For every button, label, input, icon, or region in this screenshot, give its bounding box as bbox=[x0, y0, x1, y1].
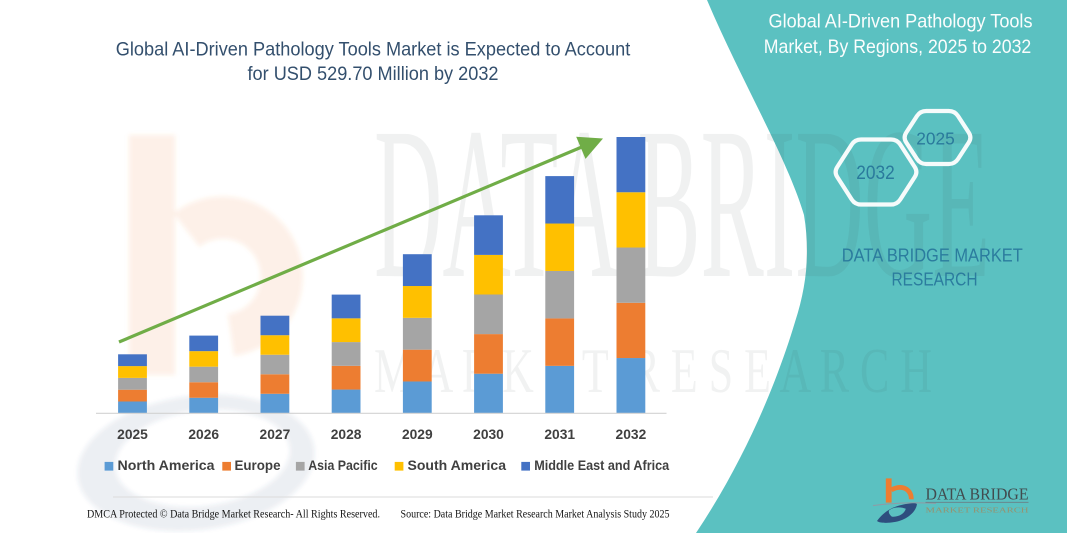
svg-text:RESEARCH: RESEARCH bbox=[892, 270, 978, 290]
svg-text:2027: 2027 bbox=[260, 427, 291, 442]
svg-text:MARKET RESEARCH: MARKET RESEARCH bbox=[926, 507, 1029, 515]
svg-text:2030: 2030 bbox=[473, 427, 504, 442]
svg-text:2025: 2025 bbox=[916, 129, 955, 149]
svg-text:2029: 2029 bbox=[402, 427, 433, 442]
svg-text:2026: 2026 bbox=[188, 427, 219, 442]
svg-text:DATA BRIDGE: DATA BRIDGE bbox=[926, 485, 1029, 504]
svg-text:2028: 2028 bbox=[331, 427, 362, 442]
svg-text:2032: 2032 bbox=[616, 427, 647, 442]
svg-text:2025: 2025 bbox=[117, 427, 148, 442]
svg-text:Source: Data Bridge Market Res: Source: Data Bridge Market Research Mark… bbox=[401, 509, 670, 521]
svg-text:North America: North America bbox=[118, 458, 215, 473]
svg-text:DATA BRIDGE MARKET: DATA BRIDGE MARKET bbox=[842, 246, 1023, 266]
svg-text:South America: South America bbox=[408, 458, 507, 473]
svg-text:M A R K E T R E S E A R C H: M A R K E T R E S E A R C H bbox=[374, 335, 932, 406]
svg-text:Europe: Europe bbox=[235, 458, 281, 473]
svg-text:Asia Pacific: Asia Pacific bbox=[308, 458, 378, 473]
svg-text:Global AI-Driven Pathology Too: Global AI-Driven Pathology Tools Market … bbox=[116, 39, 631, 61]
svg-text:2032: 2032 bbox=[856, 163, 895, 184]
svg-text:Global AI-Driven Pathology Too: Global AI-Driven Pathology Tools bbox=[769, 11, 1033, 33]
svg-text:DMCA Protected © Data Bridge M: DMCA Protected © Data Bridge Market Rese… bbox=[87, 509, 380, 521]
svg-text:Middle East and Africa: Middle East and Africa bbox=[534, 458, 669, 473]
svg-text:2031: 2031 bbox=[544, 427, 575, 442]
svg-text:Market, By Regions, 2025 to 20: Market, By Regions, 2025 to 2032 bbox=[764, 36, 1032, 58]
svg-text:for USD 529.70 Million by 2032: for USD 529.70 Million by 2032 bbox=[248, 63, 499, 85]
